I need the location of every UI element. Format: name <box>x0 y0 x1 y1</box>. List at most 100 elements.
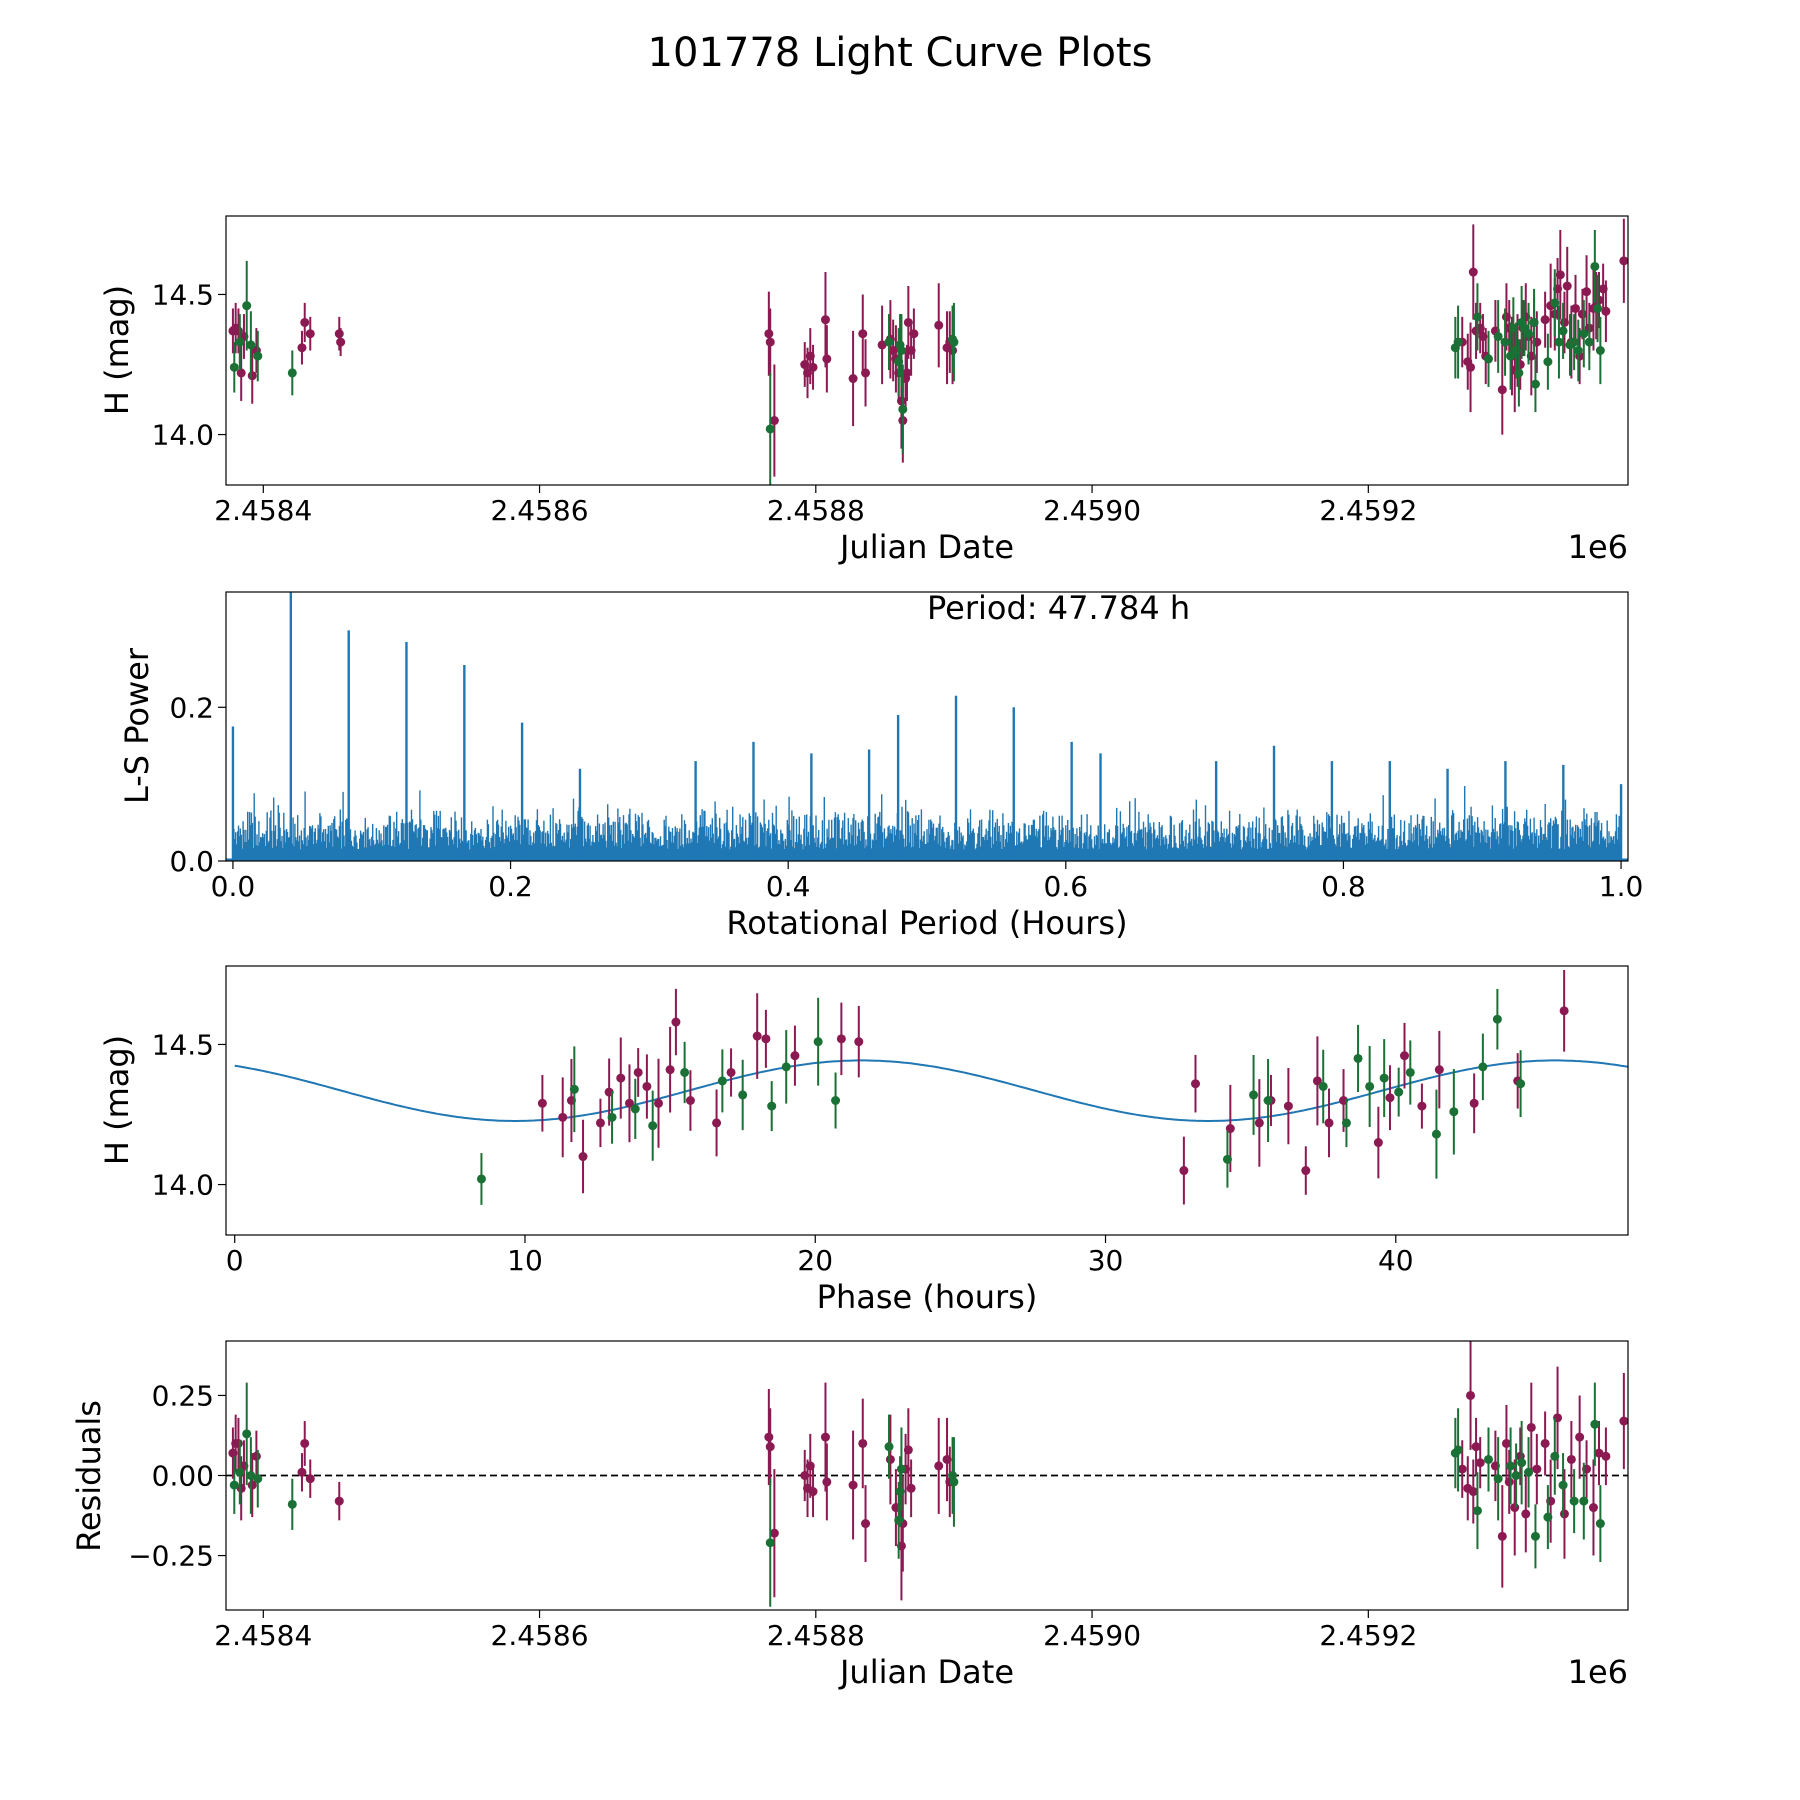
lightcurve-point-r <box>765 337 775 347</box>
lightcurve-point-r <box>858 329 868 339</box>
residuals-point-g <box>253 1474 263 1484</box>
phased-point-r <box>1254 1118 1264 1128</box>
residuals-ytick-label: 0.00 <box>152 1460 214 1493</box>
lightcurve-point-r <box>297 343 307 353</box>
phased-point-r <box>1373 1138 1383 1148</box>
phased-point-g <box>1492 1014 1502 1024</box>
phased-point-r <box>654 1098 664 1108</box>
phased-point-g <box>813 1037 823 1047</box>
residuals-ylabel: Residuals <box>70 1400 108 1552</box>
phased-point-g <box>648 1121 658 1131</box>
lightcurve-point-g <box>898 404 908 414</box>
residuals-point-r <box>1566 1454 1576 1464</box>
lightcurve-x-multiplier: 1e6 <box>1568 528 1628 566</box>
residuals-point-r <box>300 1438 310 1448</box>
lightcurve-point-r <box>1555 270 1565 280</box>
lightcurve-point-r <box>934 320 944 330</box>
lightcurve-marks <box>228 218 1628 485</box>
residuals-point-r <box>820 1432 830 1442</box>
phased-point-g <box>1431 1129 1441 1139</box>
residuals-x-multiplier: 1e6 <box>1568 1653 1628 1691</box>
lightcurve-ytick-label: 14.0 <box>152 419 214 452</box>
residuals-point-r <box>1501 1438 1511 1448</box>
phased-point-r <box>726 1067 736 1077</box>
phased-point-g <box>630 1104 640 1114</box>
residuals-point-g <box>765 1538 775 1548</box>
residuals-point-g <box>1590 1419 1600 1429</box>
periodogram-ytick-label: 0.2 <box>169 691 214 724</box>
lightcurve-point-r <box>1468 267 1478 277</box>
residuals-ytick-label: 0.25 <box>152 1379 214 1412</box>
phased-point-r <box>1301 1166 1311 1176</box>
phased-ytick-label: 14.0 <box>152 1169 214 1202</box>
phased-point-r <box>1283 1101 1293 1111</box>
phased-point-r <box>595 1118 605 1128</box>
phased-point-r <box>1225 1124 1235 1134</box>
lightcurve-point-g <box>1573 346 1583 355</box>
periodogram-ticks: 0.0 0.2 0.4 0.6 0.8 1.0 0.0 0.2 <box>169 691 1643 903</box>
lightcurve-point-g <box>1543 357 1553 367</box>
phased-point-r <box>1469 1098 1479 1108</box>
residuals-point-g <box>1517 1458 1527 1468</box>
residuals-point-r <box>1468 1487 1478 1497</box>
lightcurve-xtick-label: 2.4590 <box>1043 494 1141 527</box>
periodogram-xtick-label: 0.0 <box>211 870 256 903</box>
residuals-point-r <box>1594 1448 1604 1458</box>
periodogram-panel: 0.0 0.2 0.4 0.6 0.8 1.0 0.0 0.2 Period: 47.784 … <box>118 589 1643 942</box>
residuals-point-r <box>1559 1509 1569 1519</box>
residuals-point-g <box>896 1464 906 1474</box>
residuals-point-g <box>1558 1480 1568 1490</box>
residuals-point-g <box>1595 1519 1605 1529</box>
lightcurve-point-r <box>848 374 858 384</box>
periodogram-power-line <box>232 786 1622 861</box>
lightcurve-point-r <box>1540 315 1550 325</box>
residuals-marks <box>226 1341 1628 1607</box>
residuals-point-r <box>822 1477 832 1487</box>
residuals-point-r <box>885 1454 895 1464</box>
residuals-point-r <box>233 1438 243 1448</box>
phased-point-r <box>578 1152 588 1162</box>
lightcurve-point-r <box>769 416 779 426</box>
residuals-point-g <box>287 1499 297 1509</box>
lightcurve-point-g <box>1584 337 1594 347</box>
residuals-point-r <box>764 1432 774 1442</box>
lightcurve-point-g <box>1590 261 1600 271</box>
residuals-point-g <box>949 1477 959 1487</box>
residuals-point-r <box>334 1496 344 1506</box>
phased-ytick-label: 14.5 <box>152 1028 214 1061</box>
periodogram-xtick-label: 1.0 <box>1599 870 1644 903</box>
lightcurve-point-g <box>884 337 894 347</box>
residuals-point-g <box>1524 1467 1534 1477</box>
lightcurve-point-r <box>877 340 887 350</box>
residuals-xtick-label: 2.4592 <box>1319 1619 1417 1652</box>
residuals-point-g <box>1472 1506 1482 1516</box>
phased-point-r <box>761 1034 771 1044</box>
phased-point-r <box>712 1118 722 1128</box>
periodogram-frame <box>225 591 1629 862</box>
phased-point-g <box>831 1096 841 1105</box>
phased-xtick-label: 40 <box>1378 1244 1414 1277</box>
residuals-point-r <box>903 1445 913 1455</box>
lightcurve-point-r <box>334 329 344 339</box>
lightcurve-point-g <box>1483 354 1493 364</box>
lightcurve-xtick-label: 2.4584 <box>214 494 312 527</box>
phased-point-r <box>633 1067 643 1077</box>
residuals-point-g <box>242 1429 252 1439</box>
lightcurve-plot-area <box>228 218 1628 485</box>
phased-point-r <box>1190 1079 1200 1089</box>
phased-point-g <box>767 1101 777 1111</box>
lightcurve-point-g <box>1524 329 1534 339</box>
lightcurve-point-r <box>808 362 818 372</box>
phased-point-g <box>1478 1062 1488 1072</box>
lightcurve-point-g <box>949 337 959 347</box>
lightcurve-ticks: 2.4584 2.4586 2.4588 2.4590 2.4592 14.0 14.5 <box>152 278 1418 527</box>
phased-model-curve <box>234 1059 1628 1122</box>
periodogram-plot-area <box>226 592 1628 861</box>
lightcurve-point-g <box>229 362 239 372</box>
residuals-point-r <box>861 1519 871 1529</box>
phased-xtick-label: 0 <box>226 1244 244 1277</box>
phased-point-g <box>1516 1079 1526 1089</box>
phased-plot-area <box>234 970 1628 1205</box>
residuals-point-r <box>858 1438 868 1448</box>
phased-point-g <box>607 1112 617 1122</box>
